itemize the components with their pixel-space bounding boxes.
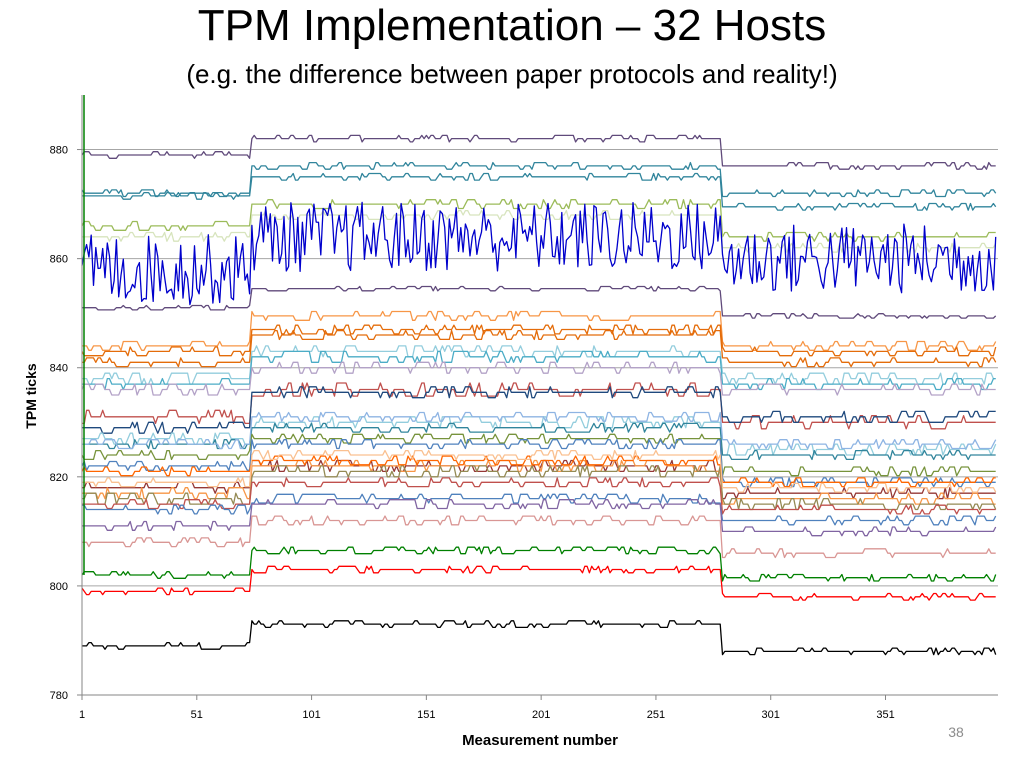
series-line bbox=[81, 433, 996, 477]
x-tick-label: 301 bbox=[762, 709, 780, 721]
y-tick-label: 840 bbox=[50, 363, 68, 375]
y-tick-label: 880 bbox=[50, 145, 68, 157]
series-line bbox=[81, 134, 996, 170]
x-tick-label: 251 bbox=[647, 709, 665, 721]
series-line bbox=[81, 361, 996, 396]
series-line bbox=[81, 161, 997, 198]
series-line-highlight bbox=[81, 201, 997, 306]
series-line bbox=[82, 345, 996, 385]
series-line bbox=[82, 493, 997, 526]
series-line bbox=[82, 382, 996, 430]
series-line bbox=[81, 565, 996, 601]
y-tick-label: 780 bbox=[50, 690, 68, 702]
x-tick-label: 51 bbox=[191, 709, 203, 721]
slide-title: TPM Implementation – 32 Hosts bbox=[197, 1, 827, 50]
series-line bbox=[82, 499, 997, 537]
x-tick-label: 101 bbox=[302, 709, 320, 721]
x-tick-label: 201 bbox=[532, 709, 550, 721]
y-tick-label: 860 bbox=[50, 254, 68, 266]
x-tick-label: 1 bbox=[79, 709, 85, 721]
series-line bbox=[82, 209, 997, 253]
series-line bbox=[82, 620, 997, 656]
series-line bbox=[82, 465, 997, 511]
slide-number: 38 bbox=[948, 724, 964, 740]
series-line bbox=[82, 386, 996, 434]
series-line bbox=[82, 411, 997, 450]
series-line bbox=[81, 324, 997, 357]
x-tick-label: 351 bbox=[876, 709, 894, 721]
x-tick-label: 151 bbox=[417, 709, 435, 721]
series-line bbox=[82, 459, 996, 505]
series-lines bbox=[81, 134, 997, 656]
x-axis-label: Measurement number bbox=[462, 732, 618, 749]
slide-subtitle: (e.g. the difference between paper proto… bbox=[186, 59, 838, 89]
series-line bbox=[82, 477, 996, 515]
series-line bbox=[81, 439, 996, 488]
series-line bbox=[81, 455, 996, 488]
axes bbox=[77, 95, 998, 700]
series-line bbox=[82, 449, 997, 493]
series-line bbox=[82, 310, 997, 351]
series-line bbox=[82, 329, 997, 368]
series-line bbox=[82, 422, 996, 461]
y-axis-label: TPM ticks bbox=[23, 363, 39, 429]
series-line bbox=[82, 172, 997, 211]
y-tick-label: 800 bbox=[50, 581, 68, 593]
y-tick-label: 820 bbox=[50, 472, 68, 484]
series-line bbox=[82, 515, 996, 559]
series-line bbox=[81, 546, 997, 582]
series-line bbox=[82, 350, 996, 391]
series-line bbox=[82, 285, 997, 319]
series-line bbox=[81, 199, 996, 242]
